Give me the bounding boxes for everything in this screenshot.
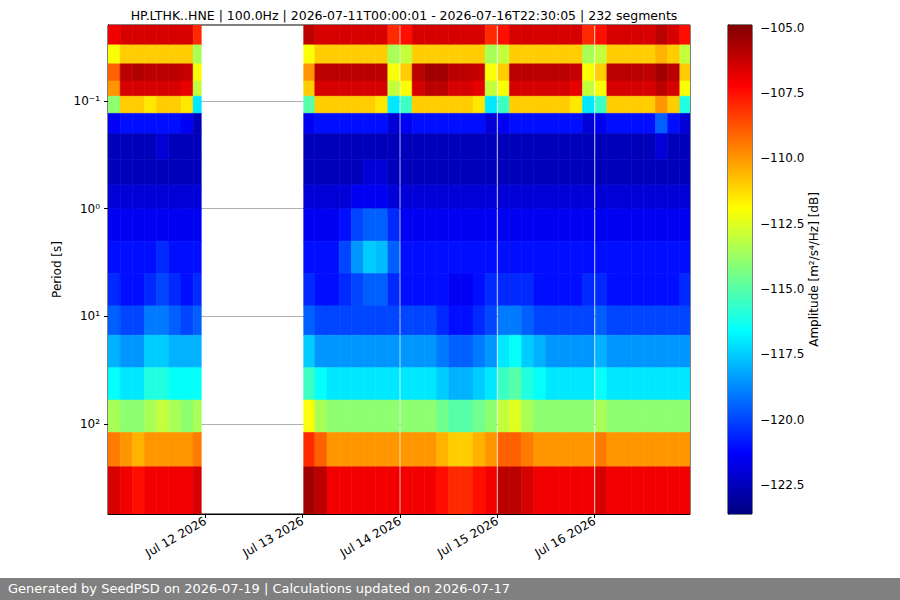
svg-text:10⁻¹: 10⁻¹	[74, 94, 101, 108]
svg-text:Jul 14 2026: Jul 14 2026	[337, 514, 404, 561]
svg-text:Jul 16 2026: Jul 16 2026	[532, 514, 599, 561]
svg-text:−105.0: −105.0	[760, 21, 804, 35]
svg-text:−110.0: −110.0	[760, 151, 804, 165]
svg-text:−115.0: −115.0	[760, 282, 804, 296]
svg-text:10²: 10²	[80, 417, 100, 431]
svg-text:10¹: 10¹	[80, 309, 100, 323]
svg-text:Jul 12 2026: Jul 12 2026	[142, 514, 209, 561]
svg-text:Jul 13 2026: Jul 13 2026	[240, 514, 307, 561]
svg-text:Period [s]: Period [s]	[50, 241, 64, 298]
svg-text:−117.5: −117.5	[760, 347, 804, 361]
svg-text:10⁰: 10⁰	[80, 202, 100, 216]
svg-text:Amplitude [m²/s⁴/Hz] [dB]: Amplitude [m²/s⁴/Hz] [dB]	[807, 192, 821, 347]
svg-text:Generated by SeedPSD on 2026-0: Generated by SeedPSD on 2026-07-19 | Cal…	[8, 581, 510, 596]
svg-text:−107.5: −107.5	[760, 86, 804, 100]
svg-text:−122.5: −122.5	[760, 478, 804, 492]
svg-text:HP.LTHK..HNE | 100.0Hz | 2026-: HP.LTHK..HNE | 100.0Hz | 2026-07-11T00:0…	[131, 8, 678, 23]
svg-text:Jul 15 2026: Jul 15 2026	[434, 514, 501, 561]
svg-text:−120.0: −120.0	[760, 413, 804, 427]
svg-text:−112.5: −112.5	[760, 217, 804, 231]
